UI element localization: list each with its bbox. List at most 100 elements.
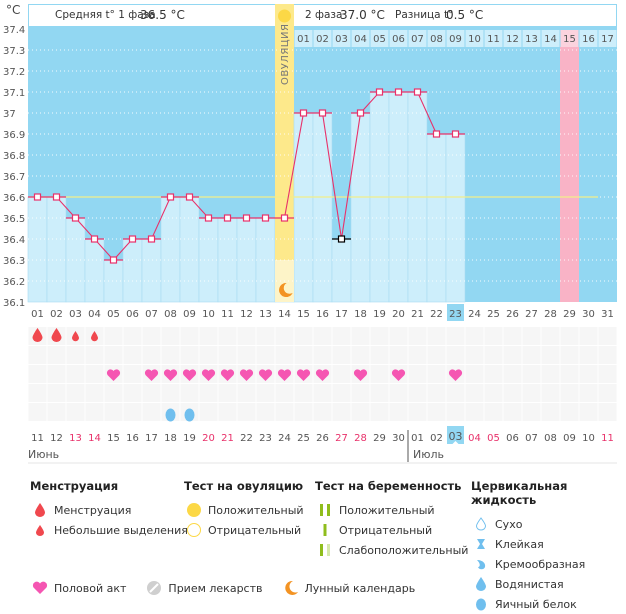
luteal-day-label: 16 — [582, 34, 595, 45]
calendar-cell — [47, 346, 66, 364]
calendar-cell — [389, 327, 408, 345]
luteal-day-cell — [427, 30, 446, 47]
cycle-day-label: 10 — [202, 309, 215, 320]
calendar-cell — [408, 403, 427, 421]
cycle-day-label: 16 — [316, 309, 329, 320]
calendar-cell — [237, 384, 256, 402]
calendar-date-label: 28 — [354, 433, 367, 444]
calendar-date-label: 10 — [582, 433, 595, 444]
calendar-cell — [180, 327, 199, 345]
egg-white-icon — [471, 597, 491, 611]
legend-item: Кремообразная — [471, 554, 626, 574]
calendar-cell — [579, 346, 598, 364]
heart-icon — [353, 369, 368, 381]
heart-icon — [258, 369, 273, 381]
calendar-cell — [294, 346, 313, 364]
y-tick-label: 37.3 — [3, 46, 25, 57]
cycle-day-label: 04 — [88, 309, 101, 320]
cycle-day-label: 14 — [278, 309, 291, 320]
cycle-day-label: 22 — [430, 309, 443, 320]
cycle-day-label: 15 — [297, 309, 310, 320]
heart-icon — [239, 369, 254, 381]
luteal-day-label: 09 — [449, 34, 462, 45]
luteal-day-label: 07 — [411, 34, 424, 45]
calendar-cell — [142, 327, 161, 345]
calendar-cell — [446, 384, 465, 402]
calendar-cell — [294, 403, 313, 421]
calendar-cell — [218, 346, 237, 364]
temperature-point — [394, 88, 403, 96]
temperature-point — [413, 88, 422, 96]
luteal-day-label: 06 — [392, 34, 405, 45]
calendar-cell — [370, 365, 389, 383]
y-tick-label: 37.4 — [3, 25, 25, 36]
cycle-day-label: 19 — [373, 309, 386, 320]
cycle-day-label: 21 — [411, 309, 424, 320]
calendar-cell — [85, 346, 104, 364]
calendar-cell — [123, 365, 142, 383]
phase2-value: 37.0 °C — [340, 8, 385, 22]
calendar-cell — [142, 346, 161, 364]
luteal-day-label: 10 — [468, 34, 481, 45]
calendar-cell — [218, 403, 237, 421]
luteal-day-cell — [522, 30, 541, 47]
calendar-cell — [541, 327, 560, 345]
calendar-cell — [370, 403, 389, 421]
calendar-cell — [503, 403, 522, 421]
calendar-date-label: 11 — [601, 433, 614, 444]
calendar-cell — [66, 403, 85, 421]
calendar-cell — [47, 403, 66, 421]
cycle-day-label: 30 — [582, 309, 595, 320]
legend-title: Менструация — [30, 479, 119, 493]
temperature-point — [451, 130, 460, 138]
blood-drop-icon — [30, 503, 50, 517]
temperature-point — [33, 193, 42, 201]
egg-white-icon — [184, 408, 195, 422]
calendar-cell — [237, 327, 256, 345]
calendar-cell — [503, 365, 522, 383]
calendar-cell — [142, 403, 161, 421]
heart-icon — [391, 369, 406, 381]
heart-icon — [296, 369, 311, 381]
temperature-bar — [350, 112, 371, 303]
calendar-date-label: 13 — [69, 433, 82, 444]
cycle-day-label: 09 — [183, 309, 196, 320]
highlighted-day-column — [560, 47, 579, 302]
legend-item: Положительный — [184, 500, 304, 520]
cycle-day-label: 24 — [468, 309, 481, 320]
y-tick-label: 37.1 — [3, 88, 25, 99]
calendar-cell — [579, 403, 598, 421]
luteal-day-cell — [598, 30, 617, 47]
summary-box — [28, 4, 617, 27]
calendar-cell — [256, 384, 275, 402]
calendar-cell — [541, 384, 560, 402]
calendar-cell — [408, 365, 427, 383]
legend-misc: Половой акт Прием лекарств Лунный календ… — [30, 580, 415, 596]
calendar-cell — [66, 384, 85, 402]
calendar-cell — [522, 327, 541, 345]
ovulation-label: ОВУЛЯЦИЯ — [280, 24, 291, 86]
calendar-date-label: 11 — [31, 433, 44, 444]
calendar-cell — [218, 384, 237, 402]
heart-icon — [277, 369, 292, 381]
calendar-date-label: 12 — [50, 433, 63, 444]
small-drop-icon — [91, 331, 98, 342]
temperature-bar — [293, 112, 314, 303]
calendar-cell — [465, 403, 484, 421]
legend-title: Тест на овуляцию — [184, 479, 304, 493]
cycle-day-label: 07 — [145, 309, 158, 320]
temperature-bar — [46, 196, 67, 303]
month-label-june: Июнь — [28, 448, 59, 461]
creamy-icon — [471, 557, 491, 571]
calendar-cell — [313, 346, 332, 364]
calendar-cell — [446, 346, 465, 364]
luteal-day-label: 01 — [297, 34, 310, 45]
legend-item: Лунный календарь — [281, 580, 415, 596]
luteal-day-cell — [408, 30, 427, 47]
egg-white-icon — [165, 408, 176, 422]
legend-pregnancy-test: Тест на беременность Положительный Отриц… — [315, 479, 468, 560]
calendar-cell — [446, 327, 465, 345]
calendar-date-label: 19 — [183, 433, 196, 444]
current-date-marker — [452, 441, 459, 444]
phase1-label: Средняя t° 1 фаза — [55, 9, 156, 21]
